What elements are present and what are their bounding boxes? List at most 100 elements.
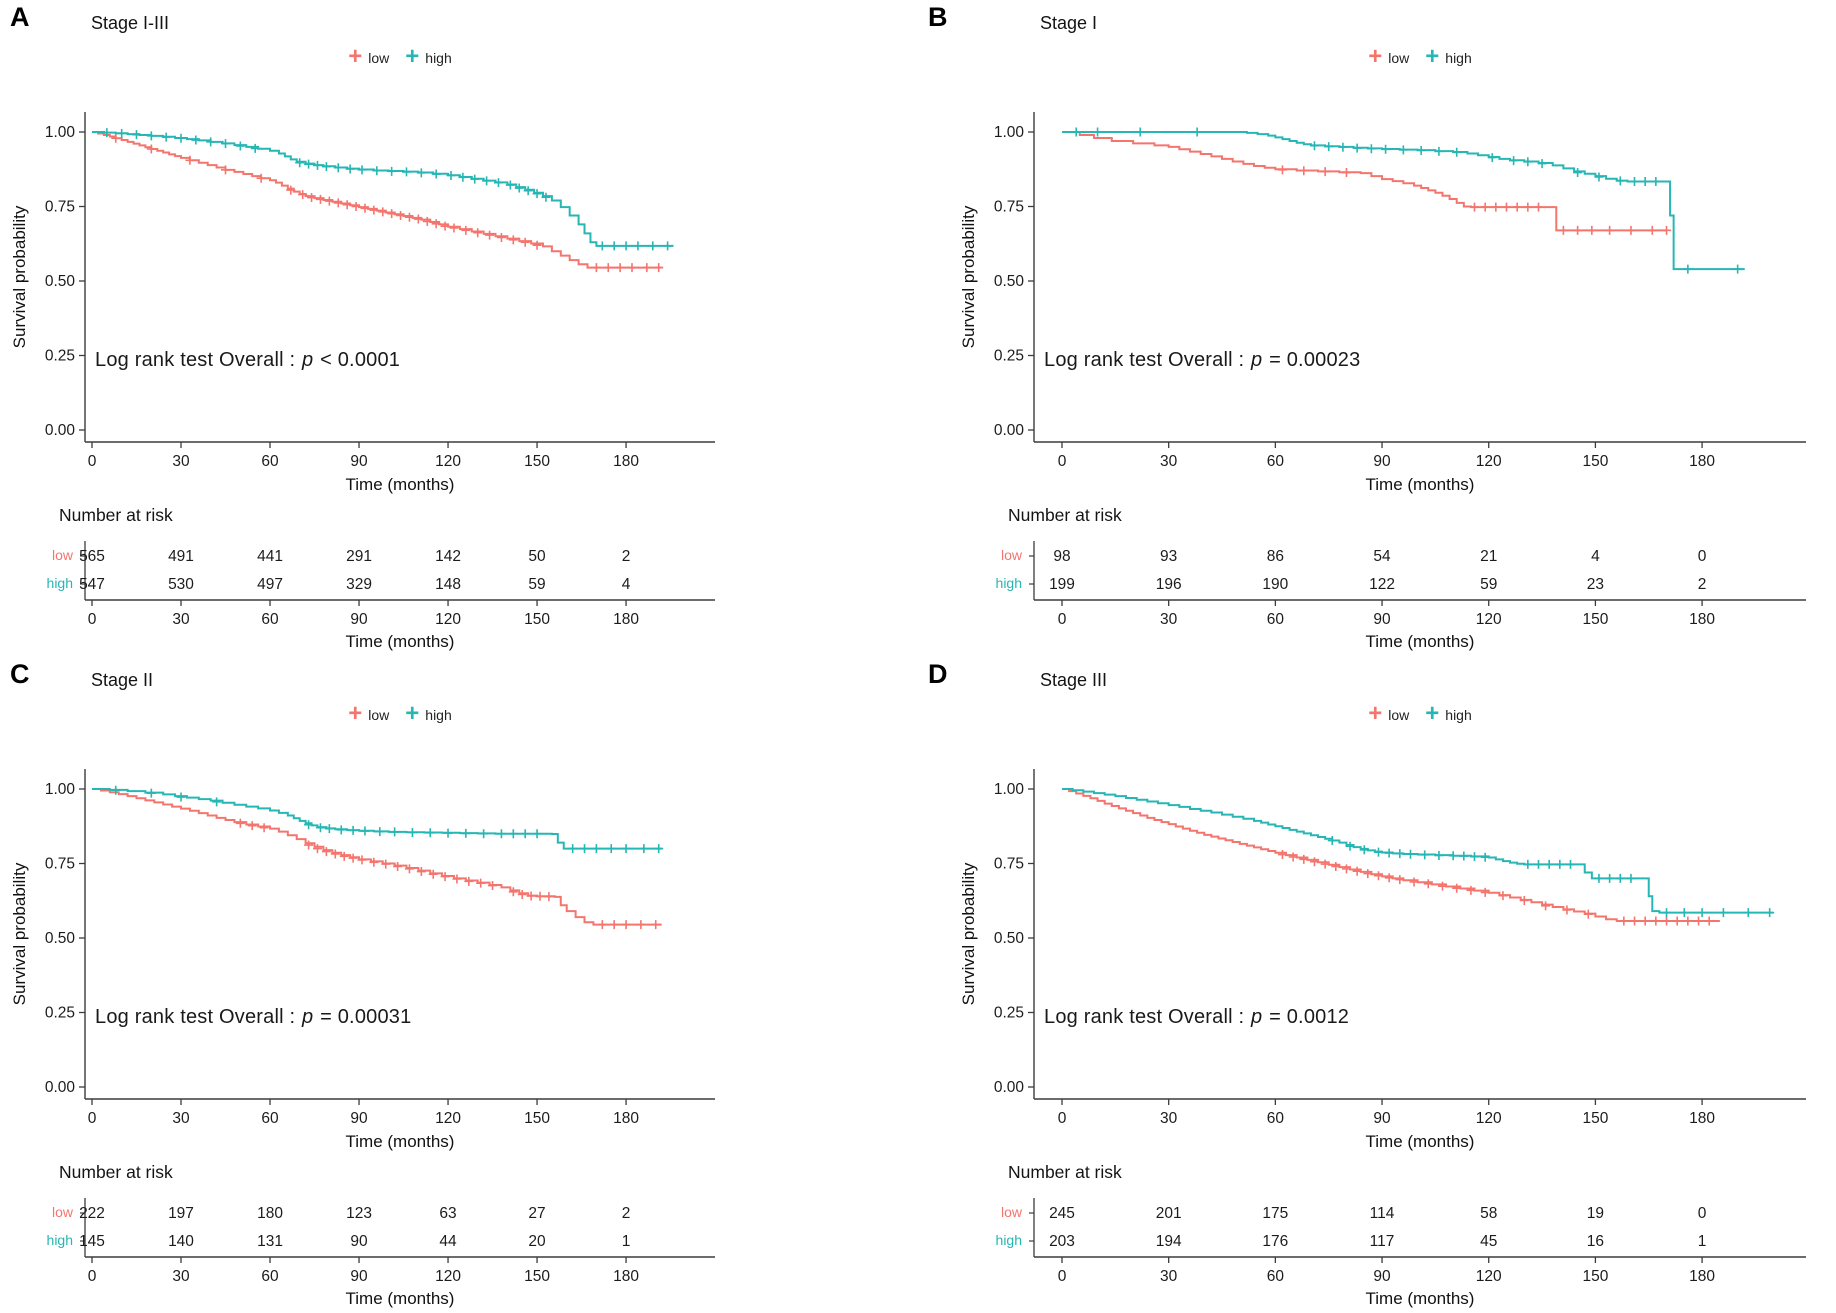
y-tick-label: 0.25 xyxy=(994,348,1024,365)
risk-count: 0 xyxy=(1698,1205,1707,1222)
risk-table-header: Number at risk xyxy=(1008,1162,1122,1182)
risk-count: 148 xyxy=(435,576,461,593)
annotation-p: p xyxy=(1251,349,1263,371)
risk-row-label-high: high xyxy=(995,575,1022,591)
legend-item-low: + low xyxy=(348,43,389,70)
risk-row-label-high: high xyxy=(46,1232,73,1248)
risk-count: 222 xyxy=(79,1205,105,1222)
y-tick-label: 1.00 xyxy=(45,781,76,798)
risk-count: 145 xyxy=(79,1233,105,1250)
x-tick-label: 0 xyxy=(1058,1110,1067,1127)
risk-x-tick-label: 60 xyxy=(1267,1268,1285,1285)
risk-count: 4 xyxy=(622,576,631,593)
y-tick-label: 0.75 xyxy=(45,856,75,873)
risk-x-axis-title: Time (months) xyxy=(1366,632,1475,651)
legend-label-low: low xyxy=(1388,50,1410,66)
risk-x-tick-label: 150 xyxy=(524,611,550,628)
risk-count: 196 xyxy=(1156,576,1182,593)
risk-count: 245 xyxy=(1049,1205,1075,1222)
legend: + low + high xyxy=(1034,43,1806,70)
risk-count: 194 xyxy=(1156,1233,1182,1250)
x-tick-label: 150 xyxy=(524,1110,550,1127)
risk-count: 176 xyxy=(1262,1233,1288,1250)
annotation-value: = 0.0012 xyxy=(1263,1006,1350,1028)
censor-marks-low xyxy=(111,133,664,273)
x-axis-title: Time (months) xyxy=(346,475,455,494)
y-tick-label: 0.50 xyxy=(994,930,1025,947)
censor-marks-high xyxy=(1327,836,1775,918)
legend-item-high: + high xyxy=(1425,702,1471,726)
x-tick-label: 30 xyxy=(1160,453,1178,470)
annotation-prefix: Log rank test Overall : xyxy=(1044,1006,1251,1028)
risk-x-tick-label: 120 xyxy=(1476,1268,1502,1285)
risk-count: 2 xyxy=(622,1205,631,1222)
legend-label-low: low xyxy=(1388,707,1410,723)
y-axis-title: Survival probability xyxy=(10,862,29,1005)
risk-count: 93 xyxy=(1160,548,1177,565)
risk-count: 45 xyxy=(1480,1233,1497,1250)
x-axis-title: Time (months) xyxy=(346,1132,455,1151)
panel-stage-iii: 1.00 0.75 0.50 0.25 0.00 0 30 60 90 120 150 180 Time… xyxy=(918,657,1836,1313)
risk-count: 190 xyxy=(1262,576,1288,593)
logrank-annotation: Log rank test Overall : p = 0.0012 xyxy=(1044,1006,1349,1029)
risk-x-tick-label: 150 xyxy=(1582,611,1608,628)
risk-count: 1 xyxy=(1698,1233,1707,1250)
x-tick-label: 150 xyxy=(1582,1110,1608,1127)
risk-count: 1 xyxy=(622,1233,631,1250)
risk-count: 142 xyxy=(435,548,461,565)
risk-count: 59 xyxy=(528,576,545,593)
y-axis-title: Survival probability xyxy=(959,862,978,1005)
risk-count: 114 xyxy=(1370,1205,1395,1222)
risk-count: 20 xyxy=(528,1233,546,1250)
panel-title: Stage III xyxy=(1040,670,1108,690)
censor-plus-icon-high: + xyxy=(1425,43,1440,70)
y-tick-label: 0.25 xyxy=(45,1005,75,1022)
x-tick-label: 0 xyxy=(88,453,97,470)
risk-count: 291 xyxy=(346,548,372,565)
x-tick-label: 30 xyxy=(1160,1110,1178,1127)
risk-count: 199 xyxy=(1049,576,1075,593)
legend-item-low: + low xyxy=(1368,702,1410,726)
censor-plus-icon-low: + xyxy=(348,43,363,70)
annotation-prefix: Log rank test Overall : xyxy=(95,349,302,371)
risk-row-label-high: high xyxy=(995,1232,1022,1248)
risk-x-tick-label: 120 xyxy=(435,611,461,628)
risk-count: 197 xyxy=(168,1205,194,1222)
annotation-value: = 0.00031 xyxy=(314,1006,412,1028)
risk-count: 123 xyxy=(346,1205,372,1222)
risk-x-tick-label: 150 xyxy=(1582,1268,1608,1285)
risk-x-axis-title: Time (months) xyxy=(346,632,455,651)
x-tick-label: 30 xyxy=(172,453,190,470)
x-axis-title: Time (months) xyxy=(1366,475,1475,494)
legend-label-low: low xyxy=(368,707,390,723)
risk-count: 4 xyxy=(1591,548,1600,565)
risk-count: 180 xyxy=(257,1205,283,1222)
risk-count: 54 xyxy=(1373,548,1391,565)
risk-count: 16 xyxy=(1587,1233,1604,1250)
risk-count: 50 xyxy=(528,548,546,565)
risk-x-tick-label: 30 xyxy=(172,1268,190,1285)
y-axis-title: Survival probability xyxy=(959,205,978,348)
y-tick-label: 0.00 xyxy=(45,1079,76,1096)
legend-label-high: high xyxy=(425,707,452,723)
risk-x-tick-label: 180 xyxy=(613,611,639,628)
risk-x-tick-label: 60 xyxy=(261,611,279,628)
x-tick-label: 180 xyxy=(613,1110,639,1127)
x-tick-label: 60 xyxy=(261,1110,279,1127)
risk-count: 497 xyxy=(257,576,283,593)
panel-title: Stage I-III xyxy=(91,13,170,33)
risk-x-tick-label: 60 xyxy=(261,1268,279,1285)
x-tick-label: 120 xyxy=(1476,1110,1502,1127)
risk-count: 175 xyxy=(1262,1205,1288,1222)
x-tick-label: 120 xyxy=(1476,453,1502,470)
risk-row-label-high: high xyxy=(46,575,73,591)
y-tick-label: 0.00 xyxy=(994,1079,1025,1096)
annotation-value: = 0.00023 xyxy=(1263,349,1361,371)
risk-count: 131 xyxy=(257,1233,283,1250)
logrank-annotation: Log rank test Overall : p = 0.00023 xyxy=(1044,349,1360,372)
risk-count: 201 xyxy=(1156,1205,1182,1222)
censor-marks-high xyxy=(1071,127,1743,274)
logrank-annotation: Log rank test Overall : p < 0.0001 xyxy=(95,349,400,372)
panel-stage-i-iii: 1.00 0.75 0.50 0.25 0.00 0 30 60 90 120 150 180 Time… xyxy=(0,0,918,656)
annotation-prefix: Log rank test Overall : xyxy=(1044,349,1251,371)
